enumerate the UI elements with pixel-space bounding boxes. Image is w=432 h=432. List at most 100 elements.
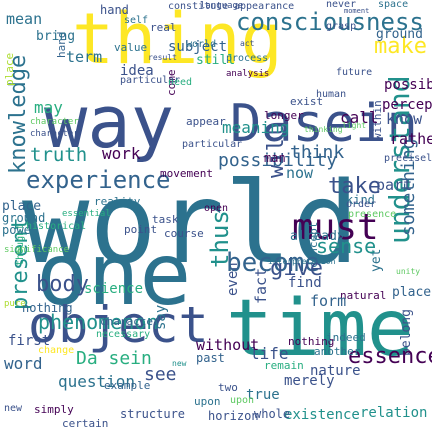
word-term: idea xyxy=(120,63,154,79)
word-example: example xyxy=(104,379,151,392)
word-new: new xyxy=(4,403,23,414)
word-appearance: appearance xyxy=(234,1,295,12)
word-matter: another xyxy=(314,345,361,358)
word-accord: precisely xyxy=(384,153,432,164)
word-within: work xyxy=(102,144,141,163)
word-constitute: constitute xyxy=(168,1,229,12)
word-historical: historical xyxy=(26,221,87,232)
word-grasp: act xyxy=(240,39,255,48)
word-part: exist xyxy=(290,95,324,108)
word-particular: particular xyxy=(182,139,243,150)
word-experience: experience xyxy=(26,166,171,194)
word-see: phenomenon xyxy=(38,310,159,334)
word-life: life xyxy=(250,344,289,363)
word-something: see xyxy=(144,364,177,385)
word-thing: thing xyxy=(72,0,283,80)
word-still: order xyxy=(346,199,377,210)
word-space: change xyxy=(38,345,75,356)
word-say: possibility xyxy=(218,150,338,171)
word-certain: certain xyxy=(62,417,109,430)
word-already: already xyxy=(290,229,345,244)
word-open: character xyxy=(30,129,79,139)
word-always: term xyxy=(66,48,103,66)
word-sense: sense xyxy=(316,234,377,258)
word-make: make xyxy=(374,34,427,59)
word-real: world xyxy=(186,39,217,50)
word-existence: existence xyxy=(284,407,360,423)
word-future: future xyxy=(336,67,373,78)
word-ground: power xyxy=(2,223,39,237)
word-idea: still xyxy=(196,53,236,68)
word-self: self xyxy=(124,15,149,26)
word-now: now xyxy=(286,164,314,182)
word-work: subject xyxy=(168,39,228,55)
word-result: result xyxy=(148,53,177,62)
word-object: object xyxy=(28,296,209,354)
word-discover: grasp xyxy=(326,21,357,32)
word-act: space xyxy=(378,0,409,10)
word-exist: place xyxy=(2,199,42,214)
word-meaning: meaning xyxy=(222,118,290,137)
word-philosophy: real xyxy=(150,21,177,34)
word-word: word xyxy=(4,354,43,373)
word-order: movement xyxy=(160,167,213,180)
word-belong: may xyxy=(34,98,63,117)
word-another: open xyxy=(204,203,229,214)
word-precisely: simply xyxy=(34,403,74,416)
word-merely: merely xyxy=(284,373,335,389)
word-hand: rather xyxy=(390,130,432,148)
word-mode: value xyxy=(114,41,148,54)
word-must: must xyxy=(292,207,379,248)
word-world: world xyxy=(22,159,360,289)
word-essential: essential xyxy=(62,209,111,219)
word-take: take xyxy=(328,174,381,199)
word-thinking: thinking xyxy=(304,125,343,134)
word-without: without xyxy=(196,336,260,354)
word-unity: upon xyxy=(194,395,221,408)
word-thus: become xyxy=(226,248,320,278)
word-movement: ground xyxy=(376,27,423,42)
word-change: necessary xyxy=(96,329,151,340)
word-indeed: indeed xyxy=(326,331,366,344)
word-science: first xyxy=(8,333,51,349)
word-remain: remain xyxy=(264,359,304,372)
word-possibility: science xyxy=(84,281,144,297)
word-need: need xyxy=(168,77,193,88)
word-moment: moment xyxy=(344,7,370,15)
word-reality: upon xyxy=(230,395,255,406)
word-even: give xyxy=(270,256,323,281)
word-longer: longer xyxy=(264,109,304,122)
word-upon: character xyxy=(100,315,160,328)
word-will: essence xyxy=(348,344,432,369)
word-question: form xyxy=(310,292,347,310)
word-body: body xyxy=(36,272,89,297)
word-interpretation: interpretation xyxy=(268,257,336,266)
word-nature: nature xyxy=(310,363,361,379)
word-process: unity xyxy=(396,267,421,276)
word-yet: find xyxy=(288,275,322,291)
word-one: one xyxy=(36,225,192,325)
word-course: course xyxy=(164,227,204,240)
word-place: ground xyxy=(2,211,46,225)
word-light: light xyxy=(342,121,367,130)
word-subject-h: hand xyxy=(100,3,129,17)
word-look: new xyxy=(172,359,187,368)
word-pure: pure xyxy=(4,299,26,309)
word-appear: appear xyxy=(186,115,226,128)
word-whole: whole xyxy=(254,407,291,421)
word-nothing: nothing xyxy=(22,301,73,315)
word-man: place xyxy=(392,285,432,300)
word-past: natural xyxy=(340,289,387,302)
word-horizon: horizon xyxy=(208,409,259,423)
word-language: language xyxy=(200,1,244,11)
word-know: perception xyxy=(382,97,432,113)
word-true: true xyxy=(246,387,280,403)
word-way: way xyxy=(44,80,175,164)
word-structure: structure xyxy=(120,407,186,421)
word-think: think xyxy=(290,142,345,163)
word-speak: past xyxy=(196,351,225,365)
word-first: question xyxy=(58,372,136,391)
word-call: call xyxy=(340,108,379,127)
word-understanding: reality xyxy=(94,195,141,208)
